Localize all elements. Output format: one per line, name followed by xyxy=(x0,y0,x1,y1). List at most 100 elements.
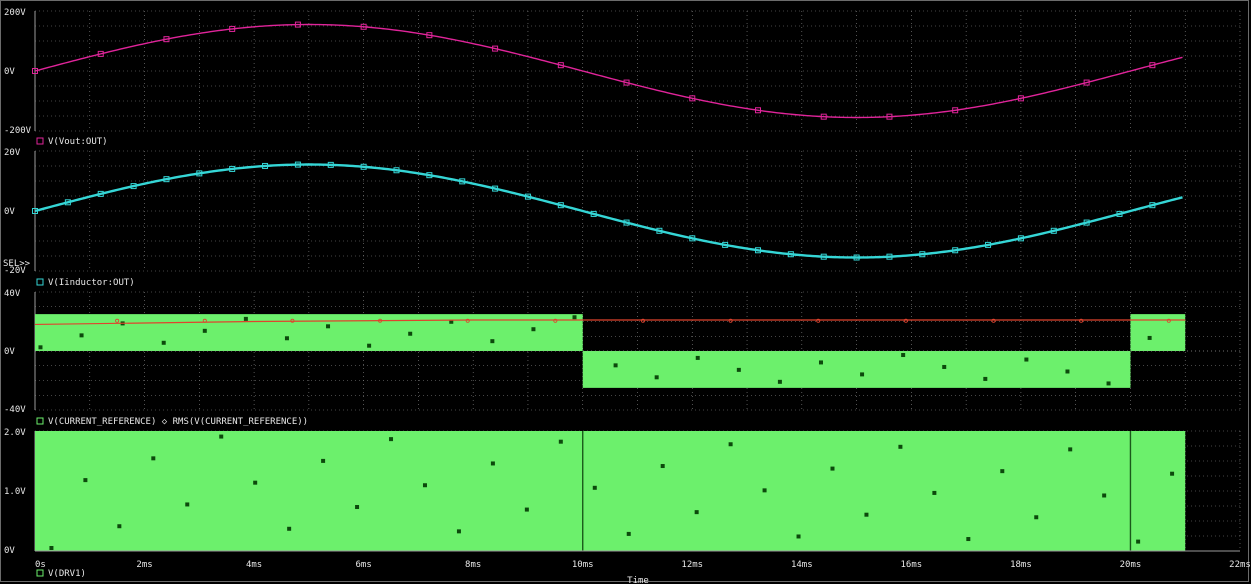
legend-drv1: V(DRV1) xyxy=(36,569,86,579)
data-point-marker xyxy=(97,50,104,57)
data-point-marker xyxy=(901,353,906,358)
data-point-marker xyxy=(1000,469,1005,474)
data-point-marker xyxy=(531,327,536,332)
y-tick-label: 200V xyxy=(4,8,26,18)
data-point-marker xyxy=(985,241,992,248)
data-point-marker xyxy=(694,510,699,515)
y-tick-label: -40V xyxy=(4,405,26,415)
data-point-marker xyxy=(326,324,331,329)
data-point-marker xyxy=(163,36,170,43)
data-point-marker xyxy=(983,376,988,381)
data-point-marker xyxy=(367,343,372,348)
data-point-marker xyxy=(1149,202,1156,209)
data-point-marker xyxy=(408,331,413,336)
data-point-marker xyxy=(777,379,782,384)
data-point-marker xyxy=(755,107,761,114)
legend-marker xyxy=(36,278,44,286)
data-point-marker xyxy=(32,208,38,214)
y-tick-label: -200V xyxy=(4,126,32,136)
data-point-marker xyxy=(919,251,926,258)
data-point-marker xyxy=(695,355,700,360)
x-tick-label: 14ms xyxy=(791,560,813,570)
data-point-marker xyxy=(656,227,663,234)
data-point-marker xyxy=(966,537,971,542)
y-tick-label: 0V xyxy=(4,207,15,217)
x-tick-label: 0s xyxy=(35,560,46,570)
data-point-marker xyxy=(1050,227,1057,234)
data-point-marker xyxy=(163,176,170,183)
rms-marker xyxy=(378,318,383,323)
x-tick-label: 18ms xyxy=(1010,560,1032,570)
data-point-marker xyxy=(262,162,269,169)
x-axis-title: Time xyxy=(627,576,649,584)
data-point-marker xyxy=(853,254,860,261)
data-point-marker xyxy=(426,32,433,39)
data-point-marker xyxy=(820,253,827,260)
data-point-marker xyxy=(952,247,959,254)
data-point-marker xyxy=(952,107,959,114)
panel-drv1: 2.0V 1.0V 0V V(DRV1) xyxy=(4,428,1241,579)
data-point-marker xyxy=(796,534,801,539)
data-point-marker xyxy=(613,363,618,368)
legend-label: V(Iinductor:OUT) xyxy=(48,278,135,288)
data-point-marker xyxy=(79,333,84,338)
data-point-marker xyxy=(253,480,258,485)
data-point-marker xyxy=(623,79,630,86)
rms-marker xyxy=(1079,318,1084,323)
data-point-marker xyxy=(590,210,597,217)
x-tick-label: 6ms xyxy=(356,560,372,570)
data-point-marker xyxy=(490,339,495,344)
data-point-marker xyxy=(64,199,71,206)
rms-marker xyxy=(816,318,821,323)
data-point-marker xyxy=(623,219,630,226)
y-tick-label: 1.0V xyxy=(4,487,26,497)
data-point-marker xyxy=(1170,471,1175,476)
data-point-marker xyxy=(558,439,563,444)
legend-current-reference: V(CURRENT_REFERENCE) ◇ RMS(V(CURRENT_REF… xyxy=(36,417,308,427)
data-point-marker xyxy=(151,456,156,461)
data-point-marker xyxy=(327,161,334,168)
panel-current_reference: 40V 0V -40V V(CURRENT_REFERENCE) ◇ RMS(V(CU… xyxy=(4,289,1241,427)
y-tick-label: -20V xyxy=(4,266,26,276)
legend-label: V(DRV1) xyxy=(48,569,86,579)
rms-marker xyxy=(202,318,207,323)
data-point-marker xyxy=(97,190,104,197)
rms-marker xyxy=(1166,318,1171,323)
data-point-marker xyxy=(1149,62,1156,69)
data-point-marker xyxy=(592,485,597,490)
data-point-marker xyxy=(219,434,224,439)
legend-label: V(Vout:OUT) xyxy=(48,137,108,147)
rms-marker xyxy=(640,318,645,323)
data-point-marker xyxy=(1083,219,1090,226)
data-point-marker xyxy=(932,490,937,495)
data-point-marker xyxy=(755,247,761,254)
data-point-marker xyxy=(722,241,729,248)
data-point-marker xyxy=(449,319,454,324)
data-point-marker xyxy=(196,170,203,177)
legend-marker xyxy=(36,417,44,425)
data-point-marker xyxy=(393,167,400,174)
y-tick-label: 40V xyxy=(4,289,21,299)
drv1-area xyxy=(35,431,1186,551)
data-point-marker xyxy=(1147,335,1152,340)
data-point-marker xyxy=(490,461,495,466)
rms-marker xyxy=(553,318,558,323)
data-point-marker xyxy=(492,45,499,52)
y-tick-label: 0V xyxy=(4,67,15,77)
data-point-marker xyxy=(32,68,38,74)
data-point-marker xyxy=(820,113,827,120)
data-point-marker xyxy=(202,328,207,333)
data-point-marker xyxy=(1136,539,1141,544)
data-point-marker xyxy=(294,161,301,168)
data-point-marker xyxy=(321,458,326,463)
current-reference-area xyxy=(582,351,1131,388)
data-point-marker xyxy=(898,444,903,449)
x-tick-label: 10ms xyxy=(572,560,594,570)
rms-marker xyxy=(991,318,996,323)
x-tick-label: 20ms xyxy=(1120,560,1142,570)
data-point-marker xyxy=(572,315,577,320)
legend-marker xyxy=(36,137,44,145)
data-point-marker xyxy=(654,375,659,380)
data-point-marker xyxy=(389,437,394,442)
